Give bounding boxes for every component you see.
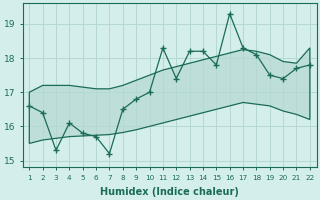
Polygon shape	[29, 48, 310, 143]
X-axis label: Humidex (Indice chaleur): Humidex (Indice chaleur)	[100, 187, 239, 197]
